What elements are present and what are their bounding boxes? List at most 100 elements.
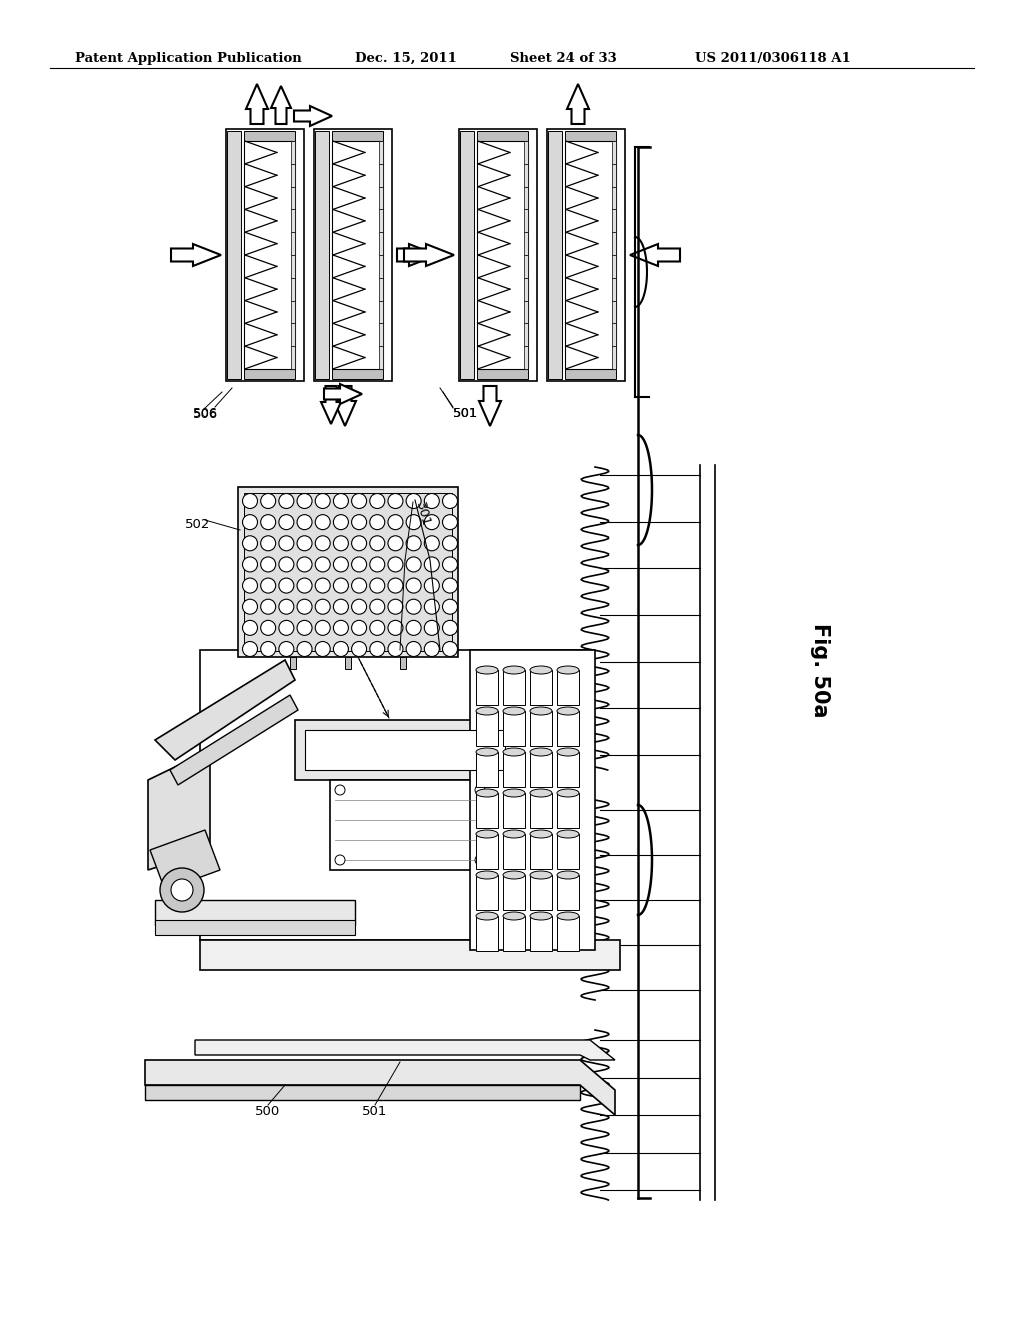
Bar (523, 232, 527, 255)
Ellipse shape (503, 789, 525, 797)
Bar (611, 277, 615, 301)
Polygon shape (155, 660, 295, 760)
Bar (565, 368, 615, 379)
Bar (291, 323, 295, 346)
Text: 301: 301 (413, 500, 432, 528)
Text: 500: 500 (255, 1105, 281, 1118)
Bar (460, 131, 474, 379)
Circle shape (297, 494, 312, 508)
Bar (459, 129, 537, 381)
Ellipse shape (530, 789, 552, 797)
Circle shape (243, 599, 257, 614)
Bar (611, 346, 615, 368)
Bar (476, 752, 498, 787)
Circle shape (407, 515, 421, 529)
Bar (557, 793, 579, 828)
Circle shape (279, 620, 294, 635)
Bar (476, 671, 498, 705)
Polygon shape (195, 1040, 615, 1060)
Bar (523, 277, 527, 301)
Circle shape (351, 620, 367, 635)
Circle shape (334, 515, 348, 529)
Circle shape (424, 620, 439, 635)
Circle shape (261, 515, 275, 529)
Bar (332, 141, 383, 368)
Bar (503, 834, 525, 869)
Text: 501: 501 (453, 407, 477, 420)
Bar (557, 671, 579, 705)
Bar (291, 255, 295, 277)
Circle shape (370, 599, 385, 614)
Circle shape (297, 536, 312, 550)
Ellipse shape (530, 667, 552, 675)
Text: Patent Application Publication: Patent Application Publication (75, 51, 302, 65)
Ellipse shape (503, 871, 525, 879)
Circle shape (388, 620, 403, 635)
Circle shape (279, 515, 294, 529)
Circle shape (279, 494, 294, 508)
Bar (379, 186, 383, 210)
Circle shape (315, 536, 330, 550)
Circle shape (261, 557, 275, 572)
Bar (557, 752, 579, 787)
Bar (379, 301, 383, 323)
Ellipse shape (476, 871, 498, 879)
Circle shape (315, 599, 330, 614)
Ellipse shape (557, 667, 579, 675)
Bar (291, 141, 295, 164)
Bar (290, 657, 296, 669)
Polygon shape (330, 780, 490, 870)
Text: Dec. 15, 2011: Dec. 15, 2011 (355, 51, 457, 65)
Bar (379, 164, 383, 186)
Circle shape (279, 557, 294, 572)
Bar (476, 916, 498, 950)
Bar (530, 793, 552, 828)
Text: 501: 501 (362, 1105, 388, 1118)
Polygon shape (305, 730, 505, 770)
Bar (611, 255, 615, 277)
Bar (547, 129, 625, 381)
Circle shape (442, 599, 458, 614)
Circle shape (442, 536, 458, 550)
Circle shape (297, 578, 312, 593)
Bar (379, 141, 383, 164)
Polygon shape (251, 251, 256, 273)
Polygon shape (321, 385, 341, 424)
Bar (548, 131, 562, 379)
Polygon shape (155, 900, 355, 925)
Circle shape (407, 494, 421, 508)
Circle shape (442, 557, 458, 572)
Bar (611, 210, 615, 232)
Bar (400, 657, 406, 669)
Text: 502: 502 (185, 517, 210, 531)
Polygon shape (294, 106, 332, 125)
Bar (244, 131, 295, 141)
Polygon shape (150, 830, 220, 890)
Circle shape (388, 536, 403, 550)
Circle shape (243, 642, 257, 656)
Circle shape (261, 494, 275, 508)
Circle shape (315, 578, 330, 593)
Polygon shape (200, 940, 620, 970)
Bar (332, 131, 383, 141)
Bar (477, 141, 527, 368)
Bar (332, 368, 383, 379)
Ellipse shape (530, 830, 552, 838)
Polygon shape (630, 244, 680, 267)
Bar (523, 141, 527, 164)
Bar (244, 368, 295, 379)
Circle shape (315, 515, 330, 529)
Circle shape (335, 785, 345, 795)
Circle shape (388, 642, 403, 656)
Ellipse shape (503, 667, 525, 675)
Bar (477, 368, 527, 379)
Ellipse shape (557, 708, 579, 715)
Bar (291, 277, 295, 301)
Circle shape (407, 620, 421, 635)
Bar (291, 164, 295, 186)
Bar (379, 255, 383, 277)
Polygon shape (397, 244, 437, 267)
Bar (523, 186, 527, 210)
Bar (244, 141, 295, 368)
Bar (523, 301, 527, 323)
